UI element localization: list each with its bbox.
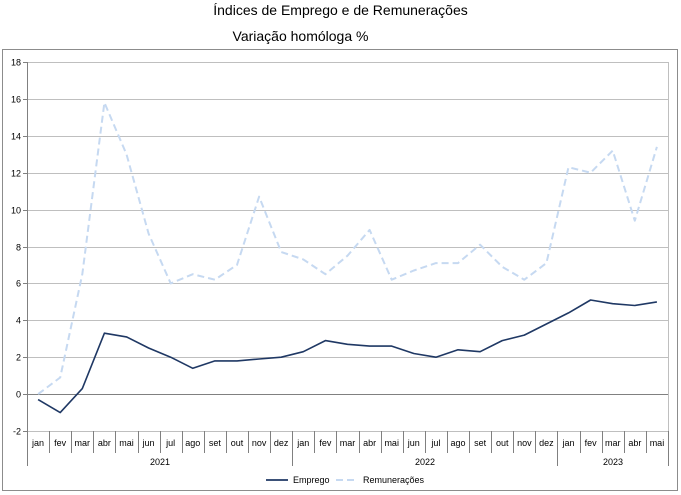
x-axis: jan fev mar abr mai jun jul ago set out nov dez jan f… xyxy=(27,394,669,467)
y-tick-label: 18 xyxy=(11,58,21,68)
x-tick-label: fev xyxy=(585,438,598,448)
y-tick-label: -2 xyxy=(13,427,21,437)
x-tick-label: set xyxy=(209,438,222,448)
chart-subtitle: Variação homóloga % xyxy=(232,28,369,44)
x-tick-label: mai xyxy=(119,438,134,448)
y-tick-label: 0 xyxy=(16,390,21,400)
series-lines xyxy=(37,101,658,414)
x-tick-label: ago xyxy=(185,438,200,448)
x-tick-label: jun xyxy=(407,438,420,448)
y-tick-label: 6 xyxy=(16,279,21,289)
x-tick-label: dez xyxy=(274,438,289,448)
y-tick-label: 8 xyxy=(16,243,21,253)
x-tick-label: jan xyxy=(296,438,309,448)
x-tick-label: jul xyxy=(165,438,175,448)
y-tick-label: 16 xyxy=(11,95,21,105)
x-year-label: 2022 xyxy=(415,457,435,467)
x-tick-label: mar xyxy=(75,438,91,448)
x-tick-label: set xyxy=(474,438,487,448)
x-tick-label: fev xyxy=(54,438,67,448)
x-tick-label: nov xyxy=(517,438,532,448)
gridlines xyxy=(27,62,669,432)
x-tick-label: out xyxy=(231,438,244,448)
x-tick-label: out xyxy=(496,438,509,448)
y-tick-label: 4 xyxy=(16,316,21,326)
x-tick-label: mai xyxy=(650,438,665,448)
y-tick-label: 2 xyxy=(16,353,21,363)
x-year-label: 2023 xyxy=(603,457,623,467)
y-tick-label: 10 xyxy=(11,206,21,216)
x-tick-label: mar xyxy=(340,438,356,448)
x-tick-label: ago xyxy=(451,438,466,448)
x-tick-label: jan xyxy=(31,438,44,448)
y-axis: -2 0 2 4 6 8 10 12 14 16 18 xyxy=(11,58,28,437)
x-tick-label: jun xyxy=(142,438,155,448)
series-line-1 xyxy=(37,101,658,395)
x-tick-label: mai xyxy=(384,438,399,448)
y-tick-label: 14 xyxy=(11,132,21,142)
y-tick-label: 12 xyxy=(11,169,21,179)
x-tick-label: mar xyxy=(605,438,621,448)
x-tick-label: abr xyxy=(628,438,641,448)
chart-frame xyxy=(2,49,678,491)
legend: Emprego Remunerações xyxy=(266,475,425,485)
x-year-label: 2021 xyxy=(150,457,170,467)
legend-label-1: Remunerações xyxy=(363,475,425,485)
x-tick-label: fev xyxy=(319,438,332,448)
series-line-0 xyxy=(37,299,658,414)
x-tick-label: jan xyxy=(562,438,575,448)
x-tick-label: dez xyxy=(539,438,554,448)
x-tick-label: jul xyxy=(430,438,440,448)
chart-title: Índices de Emprego e de Remunerações xyxy=(213,2,468,18)
x-tick-label: nov xyxy=(252,438,267,448)
x-tick-label: abr xyxy=(98,438,111,448)
x-tick-label: abr xyxy=(363,438,376,448)
legend-label-0: Emprego xyxy=(293,475,330,485)
